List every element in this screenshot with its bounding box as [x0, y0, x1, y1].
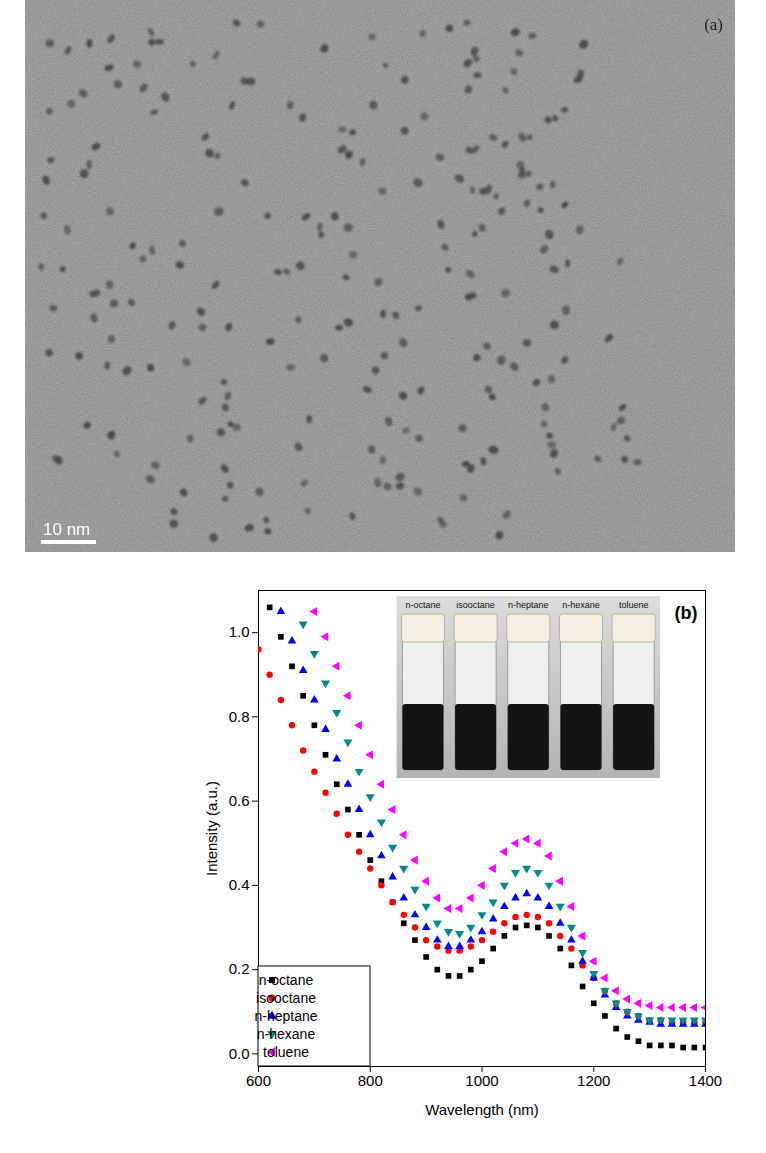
svg-text:n-octane: n-octane — [259, 972, 314, 988]
svg-text:Wavelength (nm): Wavelength (nm) — [425, 1101, 539, 1118]
svg-text:0.2: 0.2 — [229, 960, 250, 977]
svg-text:(a): (a) — [704, 15, 723, 34]
svg-text:0.6: 0.6 — [229, 792, 250, 809]
svg-text:1000: 1000 — [465, 1072, 498, 1089]
svg-text:toluene: toluene — [619, 600, 649, 610]
svg-text:0.8: 0.8 — [229, 708, 250, 725]
svg-text:isooctane: isooctane — [456, 600, 495, 610]
svg-text:toluene: toluene — [263, 1044, 309, 1060]
svg-text:0.0: 0.0 — [229, 1045, 250, 1062]
svg-text:(b): (b) — [675, 603, 698, 623]
svg-text:Intensity (a.u.): Intensity (a.u.) — [203, 781, 220, 876]
svg-text:0.4: 0.4 — [229, 876, 250, 893]
svg-text:1400: 1400 — [689, 1072, 722, 1089]
svg-text:1.0: 1.0 — [229, 623, 250, 640]
svg-text:isooctane: isooctane — [256, 990, 316, 1006]
svg-text:n-hexane: n-hexane — [257, 1026, 316, 1042]
svg-text:600: 600 — [246, 1072, 271, 1089]
svg-text:n-hexane: n-hexane — [562, 600, 600, 610]
svg-text:n-heptane: n-heptane — [508, 600, 549, 610]
svg-text:n-heptane: n-heptane — [254, 1008, 317, 1024]
svg-text:10 nm: 10 nm — [43, 520, 90, 539]
svg-text:1200: 1200 — [577, 1072, 610, 1089]
svg-text:800: 800 — [358, 1072, 383, 1089]
svg-text:n-octane: n-octane — [405, 600, 440, 610]
